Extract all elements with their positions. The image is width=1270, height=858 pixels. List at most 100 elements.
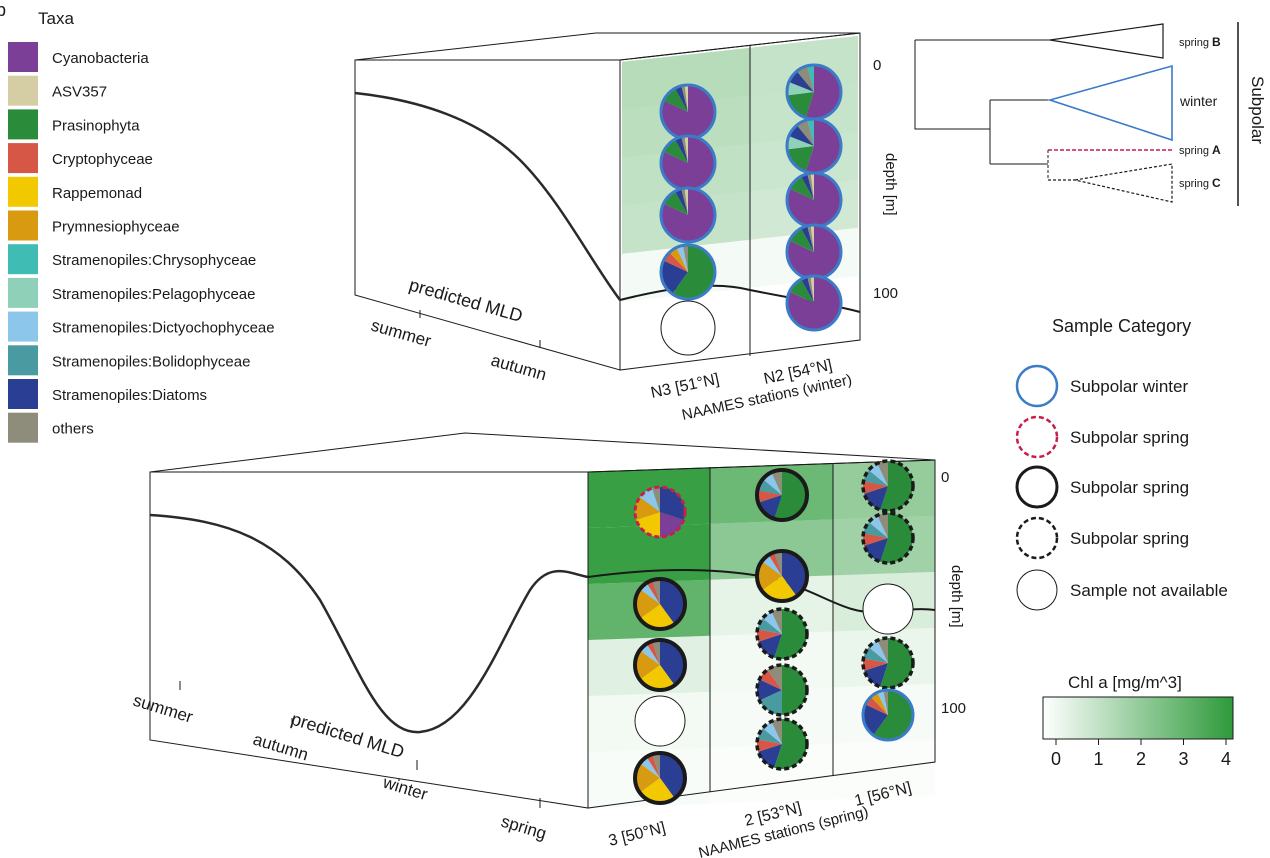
empty-sample <box>863 584 913 634</box>
pie-slice <box>676 245 688 272</box>
empty-sample <box>661 301 715 355</box>
pie-slice <box>864 486 888 510</box>
pie-slice <box>810 225 814 252</box>
pie-slice <box>757 739 782 752</box>
pie-slice <box>663 252 688 272</box>
colorbar-tick-label: 1 <box>1093 749 1103 769</box>
pie-slice <box>863 470 888 486</box>
pie-slice <box>787 92 814 118</box>
pie-slice <box>635 763 660 793</box>
pie-slice <box>762 472 782 495</box>
pie-slice <box>759 690 782 715</box>
pie-ring <box>755 717 809 771</box>
sample-pie <box>861 688 915 742</box>
pie-slice <box>674 136 688 163</box>
bottom-season-summer: summer <box>131 691 196 727</box>
legend-label: Prymnesiophyceae <box>52 219 180 236</box>
pie-slice <box>759 669 782 690</box>
pie-slice <box>761 554 782 576</box>
pie-slice <box>868 640 888 663</box>
pie-slice <box>805 65 841 120</box>
pie-slice <box>807 65 814 92</box>
pie-slice <box>684 136 688 163</box>
legend-label: Stramenopiles:Dictyochophyceae <box>52 320 275 337</box>
pie-slice <box>880 638 914 689</box>
pie-slice <box>661 260 688 294</box>
pie-ring <box>660 300 716 356</box>
tree-clade-b <box>1049 23 1164 59</box>
top-mld-curve <box>354 91 622 301</box>
pie-slice <box>863 481 888 494</box>
tree-leaf-winter: winter <box>1179 93 1218 109</box>
pie-slice <box>757 479 782 495</box>
bottom-season-spring: spring <box>499 812 549 844</box>
pie-slice <box>786 173 841 227</box>
colorbar-tick-label: 2 <box>1136 749 1146 769</box>
pie-slice <box>796 65 814 92</box>
pie-slice <box>873 690 913 740</box>
pie-slice <box>639 665 675 690</box>
sample-pie <box>633 751 687 805</box>
pie-slice <box>865 696 888 715</box>
pie-slice <box>758 495 782 519</box>
dendrogram: spring B winter spring A spring C Subpol… <box>914 22 1267 206</box>
pie-slice <box>762 721 782 744</box>
sample-pie <box>785 63 843 121</box>
pie-slice <box>639 756 660 778</box>
sample-pie <box>633 485 687 539</box>
pie-slice <box>810 276 814 303</box>
pie-slice <box>877 637 888 663</box>
top-depth-tick-0: 0 <box>873 57 881 74</box>
category-symbol-winter <box>1015 364 1059 408</box>
pie-ring <box>633 577 687 631</box>
legend-swatch <box>8 210 38 241</box>
tree-leaf-c-pre: spring <box>1179 178 1209 190</box>
pie-slice <box>757 561 782 591</box>
pie-slice <box>771 609 782 634</box>
pie-slice <box>868 515 888 538</box>
legend-swatch <box>8 244 38 275</box>
pie-slice <box>639 643 660 665</box>
legend-swatch <box>8 345 38 376</box>
pie-slice <box>788 125 814 146</box>
pie-slice <box>681 136 688 163</box>
bottom-box: summer autumn winter spring predicted ML… <box>131 432 966 858</box>
pie-slice <box>635 650 660 680</box>
pie-slice <box>758 744 782 768</box>
pie-slice <box>863 647 888 663</box>
pie-ring <box>861 688 915 742</box>
category-label-3: Subpolar spring <box>1070 529 1189 548</box>
pie-slice <box>877 690 888 715</box>
empty-sample <box>635 696 685 746</box>
pie-slice <box>646 754 660 778</box>
category-label-1: Subpolar spring <box>1070 428 1189 447</box>
colorbar-tick-label: 0 <box>1051 749 1061 769</box>
pie-ring <box>633 638 687 692</box>
tree-clade-winter <box>1047 64 1173 142</box>
sample-pie <box>659 186 717 244</box>
pie-slice <box>681 85 688 112</box>
pie-slice <box>862 533 888 546</box>
tree-leaf-b-bold: B <box>1212 35 1221 49</box>
pie-ring <box>755 549 809 603</box>
pie-slice <box>762 611 782 634</box>
sample-pie <box>659 134 717 192</box>
legend-label: others <box>52 421 94 438</box>
top-season-autumn: autumn <box>489 351 549 385</box>
pie-slice <box>684 188 688 215</box>
pie-slice <box>807 119 814 146</box>
taxa-legend: Taxa Cyanobacteria ASV357 Prasinophyta Cryp… <box>8 9 275 443</box>
tree-leaf-b-pre: spring <box>1179 37 1209 49</box>
pie-slice <box>787 82 814 96</box>
pie-slice <box>877 461 888 486</box>
sample-pie <box>755 549 809 603</box>
tree-group-label: Subpolar <box>1248 76 1267 144</box>
pie-slice <box>862 658 888 671</box>
pie-slice <box>757 629 782 642</box>
sample-pie <box>755 663 809 717</box>
category-label-2: Subpolar spring <box>1070 478 1189 497</box>
pie-slice <box>636 512 660 537</box>
pie-slice <box>652 487 660 512</box>
pie-slice <box>870 692 888 715</box>
pie-ring <box>659 243 717 301</box>
